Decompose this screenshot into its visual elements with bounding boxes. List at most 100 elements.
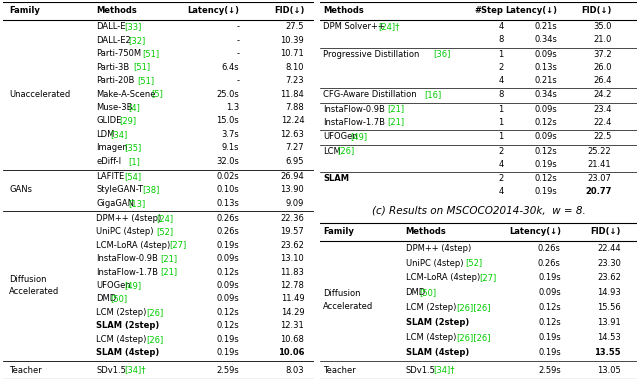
Text: SDv1.5: SDv1.5 bbox=[97, 365, 126, 375]
Text: CFG-Aware Distillation: CFG-Aware Distillation bbox=[323, 90, 417, 99]
Text: 0.21s: 0.21s bbox=[535, 75, 557, 85]
Text: UFOGen: UFOGen bbox=[323, 132, 358, 141]
Text: 22.4: 22.4 bbox=[593, 117, 611, 126]
Text: [21]: [21] bbox=[387, 117, 404, 126]
Text: 1: 1 bbox=[499, 104, 504, 114]
Text: 25.0s: 25.0s bbox=[216, 90, 239, 99]
Text: InstaFlow-1.7B: InstaFlow-1.7B bbox=[323, 117, 385, 126]
Text: [51]: [51] bbox=[138, 76, 155, 85]
Text: 2: 2 bbox=[499, 174, 504, 183]
Text: 0.12s: 0.12s bbox=[538, 318, 561, 327]
Text: 11.49: 11.49 bbox=[281, 295, 304, 303]
Text: Unaccelerated: Unaccelerated bbox=[10, 90, 70, 99]
Text: 14.29: 14.29 bbox=[281, 308, 304, 317]
Text: 0.26s: 0.26s bbox=[216, 227, 239, 236]
Text: 14.53: 14.53 bbox=[597, 333, 621, 342]
Text: 22.44: 22.44 bbox=[597, 243, 621, 253]
Text: 0.19s: 0.19s bbox=[538, 333, 561, 342]
Text: [51]: [51] bbox=[142, 49, 159, 58]
Text: DMD: DMD bbox=[406, 288, 426, 297]
Text: 2.59s: 2.59s bbox=[216, 365, 239, 375]
Text: [21]: [21] bbox=[387, 104, 404, 114]
Text: UFOGen: UFOGen bbox=[97, 281, 131, 290]
Text: 4: 4 bbox=[499, 75, 504, 85]
Text: Parti-750M: Parti-750M bbox=[97, 49, 141, 58]
Text: 12.63: 12.63 bbox=[280, 130, 304, 139]
Text: 0.19s: 0.19s bbox=[538, 274, 561, 282]
Text: Family: Family bbox=[10, 6, 40, 16]
Text: 6.4s: 6.4s bbox=[221, 62, 239, 72]
Text: [36]: [36] bbox=[433, 50, 451, 59]
Text: 0.21s: 0.21s bbox=[535, 22, 557, 31]
Text: 1: 1 bbox=[499, 117, 504, 126]
Text: 13.91: 13.91 bbox=[597, 318, 621, 327]
Text: [51]: [51] bbox=[133, 62, 150, 72]
Text: LDM: LDM bbox=[97, 130, 115, 139]
Text: Teacher: Teacher bbox=[10, 365, 42, 375]
Text: 12.31: 12.31 bbox=[280, 321, 304, 330]
Text: 0.19s: 0.19s bbox=[538, 348, 561, 357]
Text: [29]: [29] bbox=[119, 117, 136, 125]
Text: [34]: [34] bbox=[110, 130, 127, 139]
Text: 0.12s: 0.12s bbox=[535, 117, 557, 126]
Text: [27]: [27] bbox=[479, 274, 496, 282]
Text: [1]: [1] bbox=[129, 157, 140, 166]
Text: 0.19s: 0.19s bbox=[216, 348, 239, 357]
Text: 0.09s: 0.09s bbox=[216, 295, 239, 303]
Text: 10.39: 10.39 bbox=[280, 36, 304, 45]
Text: 0.09s: 0.09s bbox=[216, 254, 239, 263]
Text: eDiff-I: eDiff-I bbox=[97, 157, 122, 166]
Text: 11.84: 11.84 bbox=[280, 90, 304, 99]
Text: LCM-LoRA (4step): LCM-LoRA (4step) bbox=[97, 240, 171, 250]
Text: 0.26s: 0.26s bbox=[538, 259, 561, 267]
Text: 13.10: 13.10 bbox=[280, 254, 304, 263]
Text: 26.94: 26.94 bbox=[280, 172, 304, 181]
Text: DPM++ (4step): DPM++ (4step) bbox=[97, 214, 161, 223]
Text: FID(↓): FID(↓) bbox=[581, 6, 611, 16]
Text: 0.26s: 0.26s bbox=[216, 214, 239, 223]
Text: 2: 2 bbox=[499, 62, 504, 72]
Text: [52]: [52] bbox=[465, 259, 483, 267]
Text: #Step: #Step bbox=[475, 6, 504, 16]
Text: 23.4: 23.4 bbox=[593, 104, 611, 114]
Text: 7.23: 7.23 bbox=[285, 76, 304, 85]
Text: Latency(↓): Latency(↓) bbox=[187, 6, 239, 16]
Text: 23.62: 23.62 bbox=[597, 274, 621, 282]
Text: Muse-3B: Muse-3B bbox=[97, 103, 133, 112]
Text: [26]: [26] bbox=[337, 147, 354, 155]
Text: 0.19s: 0.19s bbox=[535, 187, 557, 196]
Text: 6.95: 6.95 bbox=[286, 157, 304, 166]
Text: 0.12s: 0.12s bbox=[216, 308, 239, 317]
Text: [27]: [27] bbox=[170, 240, 187, 250]
Text: [35]: [35] bbox=[124, 143, 141, 152]
Text: UniPC (4step): UniPC (4step) bbox=[406, 259, 463, 267]
Text: InstaFlow-0.9B: InstaFlow-0.9B bbox=[323, 104, 385, 114]
Text: [50]: [50] bbox=[419, 288, 436, 297]
Text: 22.36: 22.36 bbox=[280, 214, 304, 223]
Text: 10.68: 10.68 bbox=[280, 335, 304, 344]
Text: 32.0s: 32.0s bbox=[216, 157, 239, 166]
Text: 4: 4 bbox=[499, 160, 504, 168]
Text: [34]†: [34]† bbox=[433, 365, 454, 375]
Text: 0.34s: 0.34s bbox=[535, 90, 557, 99]
Text: 25.22: 25.22 bbox=[588, 147, 611, 155]
Text: (c) Results on MSCOCO2014-30k,  w = 8.: (c) Results on MSCOCO2014-30k, w = 8. bbox=[372, 205, 585, 215]
Text: 23.30: 23.30 bbox=[597, 259, 621, 267]
Text: [21]: [21] bbox=[161, 254, 178, 263]
Text: 23.62: 23.62 bbox=[280, 240, 304, 250]
Text: GLIDE: GLIDE bbox=[97, 117, 122, 125]
Text: DALL-E2: DALL-E2 bbox=[97, 36, 131, 45]
Text: 8.03: 8.03 bbox=[285, 365, 304, 375]
Text: 0.09s: 0.09s bbox=[535, 104, 557, 114]
Text: GANs: GANs bbox=[10, 185, 33, 194]
Text: Parti-3B: Parti-3B bbox=[97, 62, 129, 72]
Text: 11.83: 11.83 bbox=[280, 267, 304, 277]
Text: [49]: [49] bbox=[124, 281, 141, 290]
Text: 10.71: 10.71 bbox=[280, 49, 304, 58]
Text: Progressive Distillation: Progressive Distillation bbox=[323, 50, 420, 59]
Text: 8.10: 8.10 bbox=[286, 62, 304, 72]
Text: [13]: [13] bbox=[129, 199, 146, 208]
Text: [24]†: [24]† bbox=[378, 22, 399, 31]
Text: 13.90: 13.90 bbox=[280, 185, 304, 194]
Text: InstaFlow-1.7B: InstaFlow-1.7B bbox=[97, 267, 158, 277]
